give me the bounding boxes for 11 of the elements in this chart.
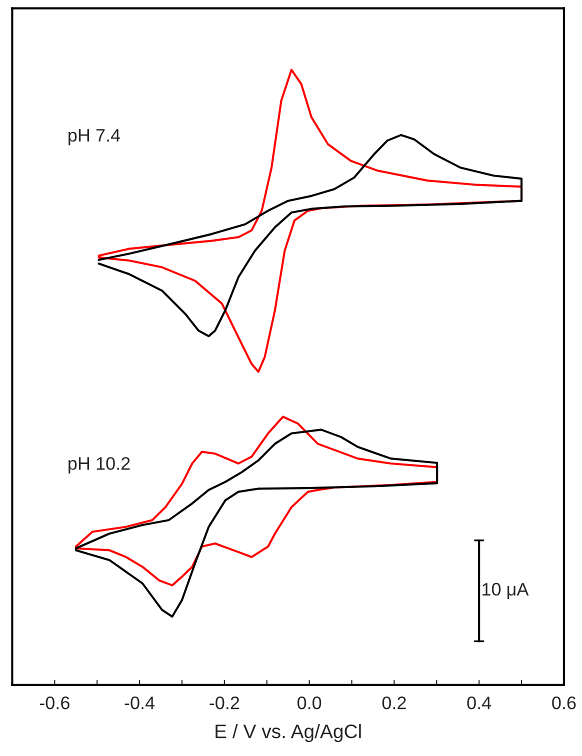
x-tick-label: 0.6	[552, 696, 576, 710]
x-tick-label: 0.0	[297, 696, 322, 710]
x-tick-label: 0.2	[382, 696, 406, 710]
annotation: pH 7.4	[68, 129, 120, 146]
x-tick-label: 0.4	[467, 696, 492, 710]
x-tick-label: -0.4	[124, 696, 155, 710]
x-tick-label: -0.2	[210, 696, 240, 710]
x-tick-label: -0.6	[40, 696, 70, 710]
annotation: pH 10.2	[68, 457, 130, 474]
x-axis-title: E / V vs. Ag/AgCl	[216, 724, 361, 742]
annotation: 10 μA	[482, 582, 529, 599]
